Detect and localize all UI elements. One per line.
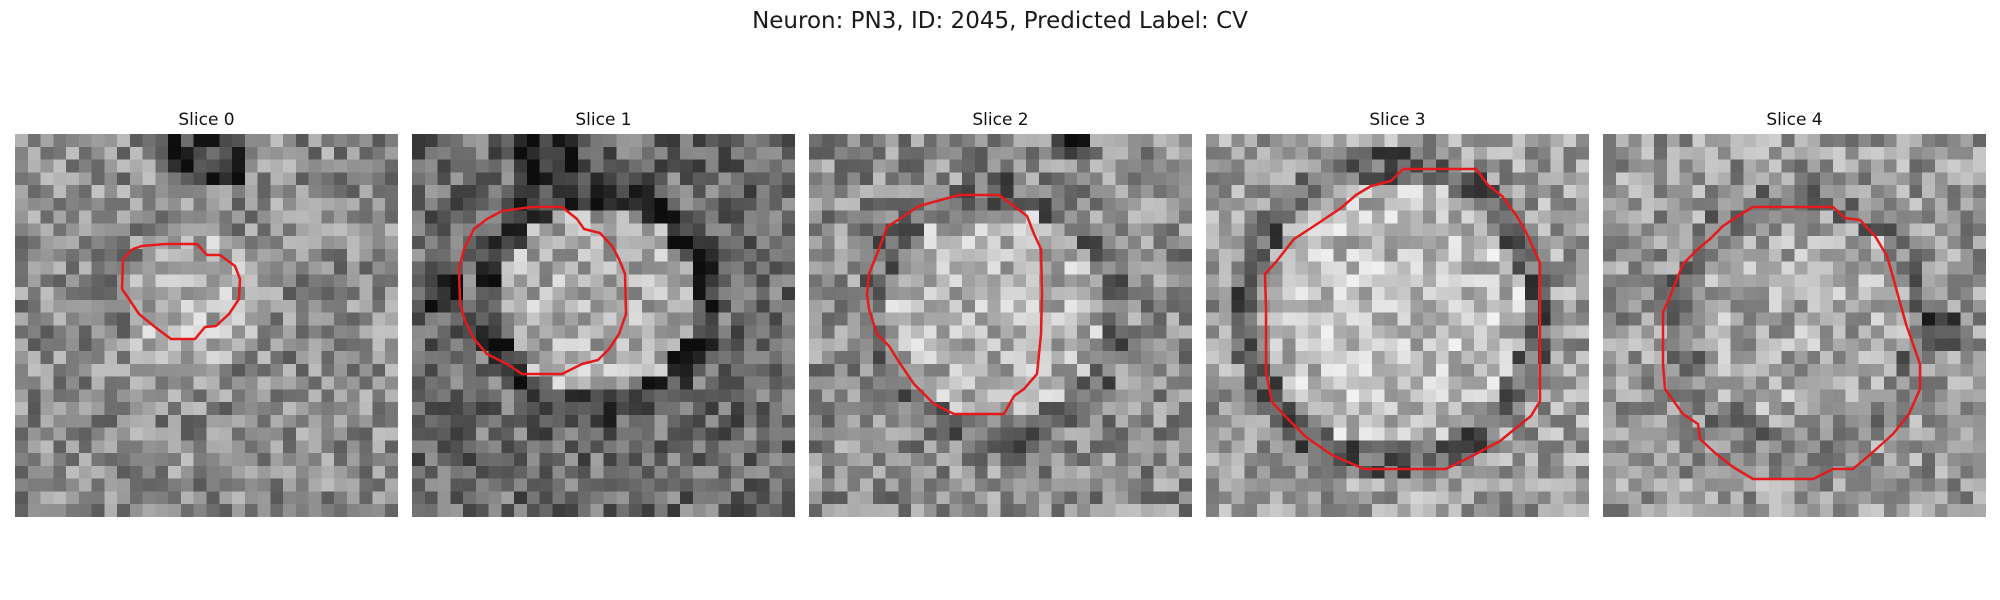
grayscale-micrograph <box>1206 134 1589 517</box>
slice-panel-2: Slice 2 <box>809 108 1192 517</box>
segmentation-contour <box>120 242 242 341</box>
slice-panel-0: Slice 0 <box>15 108 398 517</box>
slice-title: Slice 3 <box>1369 110 1426 130</box>
contour-line <box>1661 205 1922 481</box>
slice-title: Slice 4 <box>1766 110 1823 130</box>
slice-panel-3: Slice 3 <box>1206 108 1589 517</box>
grayscale-micrograph <box>1603 134 1986 517</box>
segmentation-contour <box>1661 205 1922 481</box>
segmentation-contour <box>865 193 1044 416</box>
slice-title: Slice 0 <box>178 110 235 130</box>
grayscale-micrograph <box>412 134 795 517</box>
figure-title: Neuron: PN3, ID: 2045, Predicted Label: … <box>752 8 1248 34</box>
slice-image <box>809 134 1192 517</box>
grayscale-micrograph <box>15 134 398 517</box>
grayscale-micrograph <box>809 134 1192 517</box>
slice-image <box>1206 134 1589 517</box>
slice-image <box>412 134 795 517</box>
slice-title: Slice 1 <box>575 110 632 130</box>
slice-image <box>1603 134 1986 517</box>
contour-line <box>865 193 1044 416</box>
segmentation-contour <box>457 205 628 376</box>
contour-line <box>1263 167 1542 471</box>
segmentation-contour <box>1263 167 1542 471</box>
slice-image <box>15 134 398 517</box>
slice-panel-1: Slice 1 <box>412 108 795 517</box>
contour-line <box>457 205 628 376</box>
slice-panel-4: Slice 4 <box>1603 108 1986 517</box>
slice-title: Slice 2 <box>972 110 1029 130</box>
contour-line <box>120 242 242 341</box>
